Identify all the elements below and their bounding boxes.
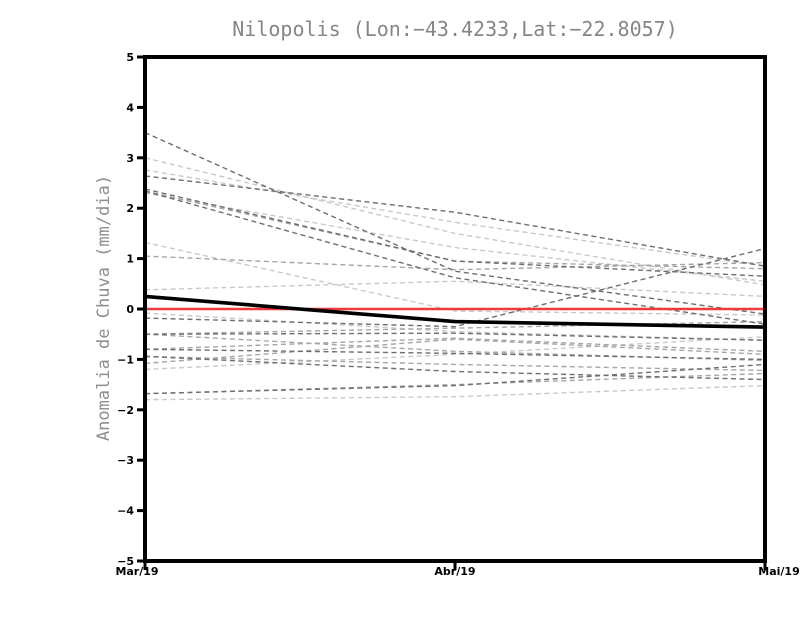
y-tick-label: −5 (117, 555, 134, 568)
series-line (144, 255, 766, 271)
series-line (144, 312, 766, 341)
series-line (144, 280, 766, 298)
series-line (144, 192, 766, 282)
series-line (144, 333, 766, 362)
series-line (144, 337, 766, 353)
y-tick-label: 5 (126, 51, 134, 64)
series-line (144, 332, 766, 341)
series-line (144, 338, 766, 365)
x-tick-label: Mai/19 (758, 565, 799, 578)
series-line (144, 175, 766, 267)
series-line (144, 190, 766, 270)
series-line (144, 169, 766, 267)
series-line (144, 363, 766, 395)
y-tick-label: 1 (126, 253, 134, 266)
series-line (144, 348, 766, 361)
series-line (144, 320, 766, 335)
x-tick-label: Mar/19 (115, 565, 158, 578)
series-line (144, 294, 766, 329)
series-line (144, 131, 766, 315)
series-line (144, 188, 766, 277)
y-tick-label: 4 (126, 101, 134, 114)
y-tick-label: −1 (117, 353, 134, 366)
x-tick-label: Abr/19 (434, 565, 475, 578)
series-line (144, 247, 766, 328)
series-line (144, 384, 766, 401)
y-tick-label: −2 (117, 404, 134, 417)
series-line (144, 336, 766, 371)
y-tick-label: 0 (126, 303, 134, 316)
series-line (144, 355, 766, 381)
y-tick-label: 2 (126, 202, 134, 215)
series-line (144, 241, 766, 316)
series-line (144, 355, 766, 372)
plot-frame (143, 55, 767, 563)
series-line (144, 157, 766, 286)
page-title: Nilopolis (Lon:−43.4233,Lat:−22.8057) (232, 17, 678, 41)
y-tick-label: −3 (117, 454, 134, 467)
y-tick-label: 3 (126, 152, 134, 165)
y-tick-label: −4 (117, 505, 134, 518)
